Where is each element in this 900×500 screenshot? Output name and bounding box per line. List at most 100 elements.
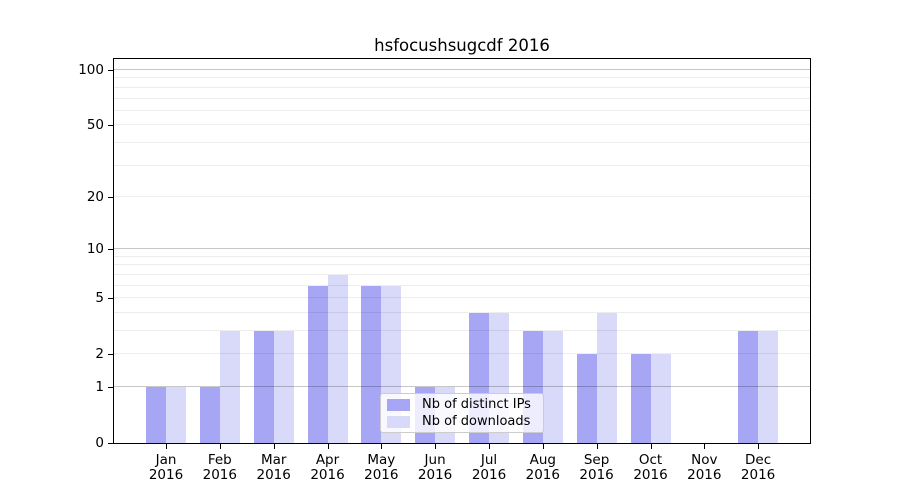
x-tick-mark [381, 444, 383, 449]
x-tick-label-aug: Aug 2016 [513, 453, 573, 483]
gridline-minor [114, 77, 810, 79]
x-label-year: 2016 [579, 467, 614, 483]
gridline-minor [114, 353, 810, 355]
bar-apr-downloads [327, 274, 348, 443]
gridline-decade [114, 69, 810, 70]
x-label-month: Aug [529, 452, 556, 468]
bar-jan-distinct-ips [146, 387, 166, 443]
x-tick-mark [435, 444, 437, 449]
gridline-decade [114, 248, 810, 250]
legend-label-distinct-ips: Nb of distinct IPs [422, 397, 531, 412]
bar-oct-downloads [650, 354, 671, 443]
x-tick-mark [650, 444, 652, 449]
bar-dec-distinct-ips [738, 331, 759, 443]
gridline-minor [114, 255, 810, 257]
y-tick-label: 50 [86, 117, 104, 134]
plot-area: Nb of distinct IPs Nb of downloads [113, 58, 811, 444]
x-tick-label-may: May 2016 [351, 453, 411, 483]
y-tick-label: 100 [78, 62, 104, 78]
bar-feb-downloads [219, 331, 240, 443]
gridline-minor [114, 164, 810, 166]
legend: Nb of distinct IPs Nb of downloads [380, 393, 544, 433]
gridline-decade [114, 386, 810, 387]
x-label-year: 2016 [740, 467, 776, 483]
x-label-year: 2016 [525, 467, 560, 483]
chart-title: hsfocushsugcdf 2016 [374, 36, 550, 55]
x-tick-label-jan: Jan 2016 [136, 453, 196, 483]
bar-jan-downloads [166, 387, 186, 443]
x-tick-mark [542, 444, 544, 449]
x-tick-label-feb: Feb 2016 [190, 453, 250, 483]
bar-mar-distinct-ips [253, 331, 274, 443]
legend-item-downloads: Nb of downloads [387, 414, 537, 429]
gridline-minor [114, 264, 810, 266]
bar-sep-downloads [596, 312, 617, 443]
gridline-minor [114, 109, 810, 111]
x-tick-mark [489, 444, 490, 449]
bar-aug-downloads [542, 331, 563, 443]
x-tick-label-jun: Jun 2016 [405, 453, 465, 483]
gridline-minor [114, 141, 810, 143]
gridline-minor [114, 284, 810, 286]
gridline-minor [114, 195, 810, 197]
y-tick-mark [108, 125, 113, 127]
bar-feb-distinct-ips [199, 387, 220, 443]
x-label-month: Dec [745, 452, 772, 468]
y-tick-label: 20 [86, 188, 104, 205]
x-label-month: Oct [638, 452, 663, 468]
x-tick-label-nov: Nov 2016 [674, 453, 734, 483]
y-tick-label: 5 [95, 290, 104, 307]
bar-may-distinct-ips [361, 285, 382, 443]
x-label-month: Jun [424, 452, 446, 468]
x-tick-label-apr: Apr 2016 [298, 453, 358, 483]
y-tick-mark [108, 443, 113, 444]
x-tick-mark [166, 444, 167, 449]
gridline-minor [114, 330, 810, 331]
x-label-month: Mar [260, 452, 287, 468]
x-label-month: Nov [691, 452, 718, 468]
x-label-month: Sep [583, 452, 610, 468]
gridline-minor [114, 273, 810, 275]
x-label-year: 2016 [310, 467, 345, 483]
x-label-month: May [367, 452, 396, 468]
y-tick-mark [108, 354, 113, 356]
gridline-minor [114, 297, 810, 299]
x-label-year: 2016 [256, 467, 291, 483]
bar-dec-downloads [758, 331, 779, 443]
x-label-year: 2016 [364, 467, 399, 483]
x-tick-label-oct: Oct 2016 [621, 453, 681, 483]
y-tick-mark [108, 196, 113, 198]
legend-swatch-downloads [387, 415, 410, 428]
gridline-minor [114, 86, 810, 88]
x-tick-mark [327, 444, 329, 449]
x-tick-mark [219, 444, 221, 449]
x-label-month: Jul [480, 452, 498, 468]
x-label-year: 2016 [633, 467, 668, 483]
gridline-minor [114, 124, 810, 126]
x-tick-label-mar: Mar 2016 [244, 453, 304, 483]
y-tick-label: 2 [95, 346, 104, 363]
gridline-minor [114, 311, 810, 313]
bar-sep-distinct-ips [576, 354, 597, 443]
x-label-year: 2016 [687, 467, 722, 483]
x-tick-mark [273, 444, 275, 449]
legend-label-downloads: Nb of downloads [422, 414, 531, 429]
y-tick-label: 0 [95, 435, 104, 451]
x-label-year: 2016 [417, 467, 453, 483]
y-tick-mark [108, 387, 113, 388]
legend-swatch-distinct-ips [387, 398, 410, 411]
x-tick-mark [704, 444, 706, 449]
x-tick-label-jul: Jul 2016 [459, 453, 519, 483]
y-tick-mark [108, 70, 113, 71]
x-label-month: Jan [155, 452, 177, 468]
x-label-year: 2016 [471, 467, 507, 483]
x-tick-label-dec: Dec 2016 [728, 453, 788, 483]
legend-item-distinct-ips: Nb of distinct IPs [387, 397, 537, 412]
y-tick-label: 1 [95, 379, 104, 395]
bar-oct-distinct-ips [630, 354, 651, 443]
x-label-year: 2016 [148, 467, 184, 483]
x-tick-label-sep: Sep 2016 [567, 453, 627, 483]
x-tick-mark [596, 444, 598, 449]
y-tick-mark [108, 249, 113, 251]
